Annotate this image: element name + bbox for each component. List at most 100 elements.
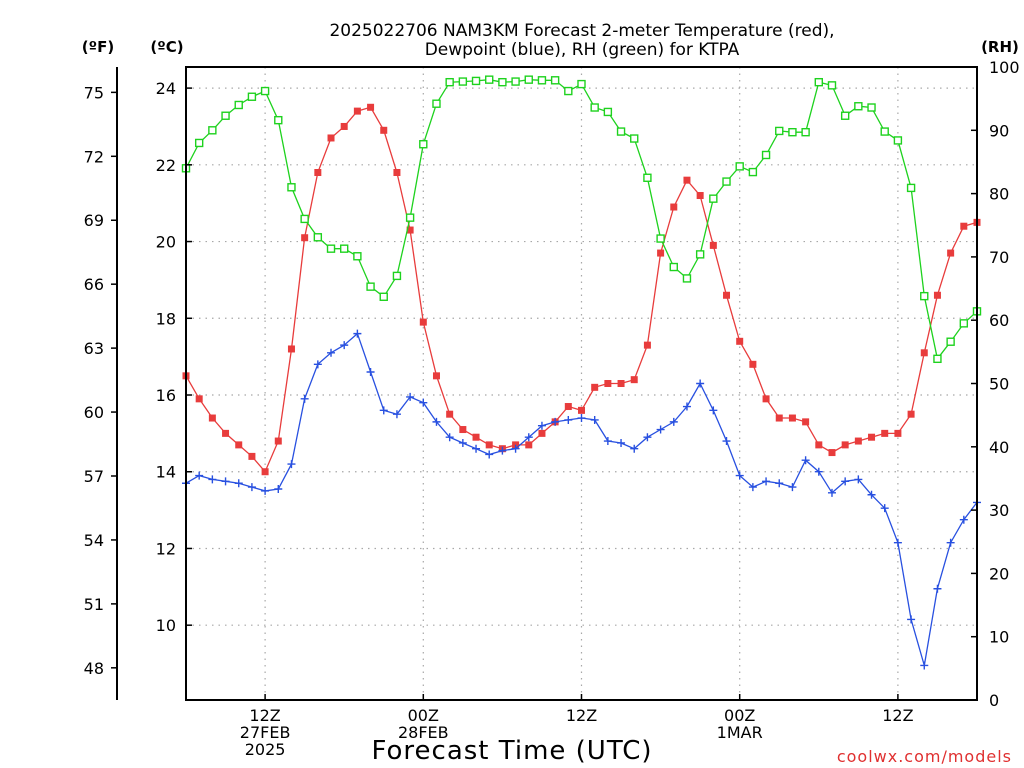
dewpoint-point xyxy=(432,417,441,426)
dewpoint-point xyxy=(313,360,322,369)
fahrenheit-tick-label: 69 xyxy=(84,211,104,230)
dewpoint-point xyxy=(221,477,230,486)
rh-point xyxy=(656,234,665,243)
dewpoint-point xyxy=(867,490,876,499)
dewpoint-point xyxy=(617,438,626,447)
dewpoint-point xyxy=(827,488,836,497)
temperature-point xyxy=(393,169,401,176)
temperature-point xyxy=(367,103,375,111)
temperature-point xyxy=(235,441,243,449)
dewpoint-point xyxy=(630,444,639,453)
rh-point xyxy=(445,77,454,87)
fahrenheit-tick-label: 66 xyxy=(84,275,104,294)
temperature-point xyxy=(538,429,546,437)
dewpoint-point xyxy=(353,329,362,338)
dewpoint-point xyxy=(327,348,336,357)
fahrenheit-tick-label: 48 xyxy=(84,659,104,678)
temperature-point xyxy=(788,414,796,422)
temperature-point xyxy=(894,429,902,437)
rh-point xyxy=(511,77,520,86)
temperature-point xyxy=(353,107,361,115)
rh-point xyxy=(485,75,494,84)
rh-point xyxy=(234,100,243,110)
celsius-tick-label: 22 xyxy=(156,156,176,175)
rh-point xyxy=(946,337,955,346)
dewpoint-point xyxy=(300,394,309,403)
temperature-point xyxy=(525,441,533,449)
dewpoint-point xyxy=(920,661,929,670)
temperature-point xyxy=(854,437,862,445)
x-axis-label: Forecast Time (UTC) xyxy=(371,736,652,766)
dewpoint-point xyxy=(498,446,507,455)
temperature-point xyxy=(709,241,717,249)
dewpoint-point xyxy=(511,444,520,453)
temperature-point xyxy=(736,337,744,345)
dewpoint-point xyxy=(366,367,375,376)
dewpoint-point xyxy=(195,471,204,480)
rh-point xyxy=(669,262,678,272)
dewpoint-point xyxy=(854,475,863,484)
fahrenheit-tick-label: 60 xyxy=(84,403,104,422)
temperature-point xyxy=(340,122,348,130)
dewpoint-point xyxy=(735,471,744,480)
rh-tick-label: 60 xyxy=(989,311,1009,330)
celsius-tick-label: 12 xyxy=(156,539,176,558)
rh-point xyxy=(313,233,323,242)
temperature-point xyxy=(920,349,928,357)
rh-tick-label: 100 xyxy=(989,58,1020,77)
rh-point xyxy=(959,319,969,328)
x-tick-label: 12Z xyxy=(249,706,280,725)
rh-point xyxy=(564,86,573,96)
temperature-point xyxy=(261,468,269,476)
x-tick-label: 2025 xyxy=(245,740,286,759)
temperature-point xyxy=(657,249,665,257)
x-tick-label: 00Z xyxy=(724,706,755,725)
rh-tick-label: 0 xyxy=(989,691,999,710)
temperature-point xyxy=(630,376,638,384)
rh-tick-label: 10 xyxy=(989,628,1009,647)
dewpoint-point xyxy=(261,486,270,495)
dewpoint-point xyxy=(472,444,481,453)
rh-point xyxy=(920,291,929,301)
temperature-point xyxy=(696,192,704,200)
celsius-tick-label: 18 xyxy=(156,309,176,328)
dewpoint-point xyxy=(287,460,296,469)
rh-point xyxy=(867,103,876,112)
dewpoint-point xyxy=(933,584,942,593)
rh-point xyxy=(801,127,810,137)
rh-tick-label: 80 xyxy=(989,185,1009,204)
dewpoint-point xyxy=(485,450,494,459)
temperature-point xyxy=(564,403,572,411)
rh-point xyxy=(603,107,613,117)
rh-point xyxy=(906,183,916,193)
dewpoint-point xyxy=(762,477,771,486)
temperature-point xyxy=(841,441,849,449)
rh-point xyxy=(722,177,731,186)
dewpoint-point xyxy=(907,615,916,624)
fahrenheit-tick-label: 72 xyxy=(84,147,104,166)
fahrenheit-tick-label: 51 xyxy=(84,595,104,614)
rh-point xyxy=(524,75,533,84)
rh-point xyxy=(326,244,336,253)
temperature-point xyxy=(802,418,810,426)
rh-point xyxy=(788,127,797,137)
fahrenheit-tick-label: 63 xyxy=(84,339,104,358)
rh-point xyxy=(827,81,837,90)
temperature-point xyxy=(604,380,612,387)
rh-point xyxy=(761,150,771,160)
temperature-point xyxy=(406,226,414,234)
dewpoint-point xyxy=(419,398,428,407)
x-tick-label: 28FEB xyxy=(398,723,449,742)
chart-title-line-1: 2025022706 NAM3KM Forecast 2-meter Tempe… xyxy=(329,21,834,41)
dewpoint-point xyxy=(208,475,217,484)
dewpoint-point xyxy=(722,437,731,446)
temperature-point xyxy=(643,341,651,349)
rh-point xyxy=(194,138,204,148)
dewpoint-point xyxy=(577,414,586,423)
axes: 10 12 14 16 18 20 22 24 48 51 54 57 60 63 66 69 72 75 0 10 2… xyxy=(84,58,1020,759)
fahrenheit-tick-label: 57 xyxy=(84,467,104,486)
celsius-tick-label: 14 xyxy=(156,463,176,482)
temperature-point xyxy=(195,395,203,403)
dewpoint-point xyxy=(841,477,850,486)
